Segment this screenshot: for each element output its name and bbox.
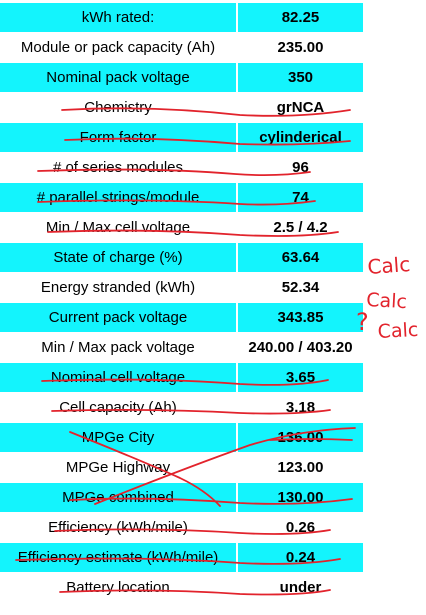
spec-label: MPGe combined	[0, 483, 238, 512]
spec-label: Efficiency (kWh/mile)	[0, 513, 238, 542]
spec-value: 63.64	[238, 243, 363, 272]
spec-label: MPGe City	[0, 423, 238, 452]
spec-label: Battery location	[0, 573, 238, 602]
spec-value: 3.18	[238, 393, 363, 422]
spec-row: MPGe City 136.00	[0, 423, 363, 453]
spec-value: 235.00	[238, 33, 363, 62]
calc-annotation-2: Calc	[366, 289, 408, 313]
spec-label: Current pack voltage	[0, 303, 238, 332]
spec-label: Energy stranded (kWh)	[0, 273, 238, 302]
spec-label: MPGe Highway	[0, 453, 238, 482]
spec-value: cylinderical	[238, 123, 363, 152]
spec-row: Nominal pack voltage 350	[0, 63, 363, 93]
spec-row: Current pack voltage 343.85	[0, 303, 363, 333]
spec-value: 343.85	[238, 303, 363, 332]
spec-value: 96	[238, 153, 363, 182]
spec-row: Battery location under	[0, 573, 363, 603]
spec-label: Chemistry	[0, 93, 238, 122]
spec-value: 123.00	[238, 453, 363, 482]
spec-value: 0.24	[238, 543, 363, 572]
spec-value: 136.00	[238, 423, 363, 452]
spec-label: Min / Max pack voltage	[0, 333, 238, 362]
spec-label: kWh rated:	[0, 3, 238, 32]
spec-row: Nominal cell voltage 3.65	[0, 363, 363, 393]
spec-value: 130.00	[238, 483, 363, 512]
spec-label: State of charge (%)	[0, 243, 238, 272]
spec-row: MPGe combined 130.00	[0, 483, 363, 513]
spec-value: 2.5 / 4.2	[238, 213, 363, 242]
spec-table: kWh rated: 82.25 Module or pack capacity (…	[0, 3, 363, 603]
spec-row: Min / Max cell voltage 2.5 / 4.2	[0, 213, 363, 243]
spec-row: State of charge (%) 63.64	[0, 243, 363, 273]
spec-row: kWh rated: 82.25	[0, 3, 363, 33]
spec-row: Efficiency estimate (kWh/mile) 0.24	[0, 543, 363, 573]
spec-value: under	[238, 573, 363, 602]
spec-label: Efficiency estimate (kWh/mile)	[0, 543, 238, 572]
spec-label: # parallel strings/module	[0, 183, 238, 212]
spec-label: Cell capacity (Ah)	[0, 393, 238, 422]
calc-annotation-3: Calc	[377, 319, 419, 343]
spec-row: Min / Max pack voltage 240.00 / 403.20	[0, 333, 363, 363]
spec-label: Module or pack capacity (Ah)	[0, 33, 238, 62]
spec-value: 240.00 / 403.20	[238, 333, 363, 362]
spec-row: # parallel strings/module 74	[0, 183, 363, 213]
spec-value: 52.34	[238, 273, 363, 302]
spec-row: # of series modules 96	[0, 153, 363, 183]
spec-row: Form factor cylinderical	[0, 123, 363, 153]
spec-value: 3.65	[238, 363, 363, 392]
spec-label: # of series modules	[0, 153, 238, 182]
spec-row: Chemistry grNCA	[0, 93, 363, 123]
calc-annotation-1: Calc	[367, 252, 411, 279]
spec-row: Energy stranded (kWh) 52.34	[0, 273, 363, 303]
spec-value: 82.25	[238, 3, 363, 32]
spec-row: Module or pack capacity (Ah) 235.00	[0, 33, 363, 63]
spec-value: 0.26	[238, 513, 363, 542]
spec-value: grNCA	[238, 93, 363, 122]
spec-row: MPGe Highway 123.00	[0, 453, 363, 483]
spec-label: Nominal pack voltage	[0, 63, 238, 92]
spec-label: Min / Max cell voltage	[0, 213, 238, 242]
spec-value: 74	[238, 183, 363, 212]
spec-row: Cell capacity (Ah) 3.18	[0, 393, 363, 423]
spec-label: Form factor	[0, 123, 238, 152]
spec-label: Nominal cell voltage	[0, 363, 238, 392]
spec-row: Efficiency (kWh/mile) 0.26	[0, 513, 363, 543]
spec-value: 350	[238, 63, 363, 92]
